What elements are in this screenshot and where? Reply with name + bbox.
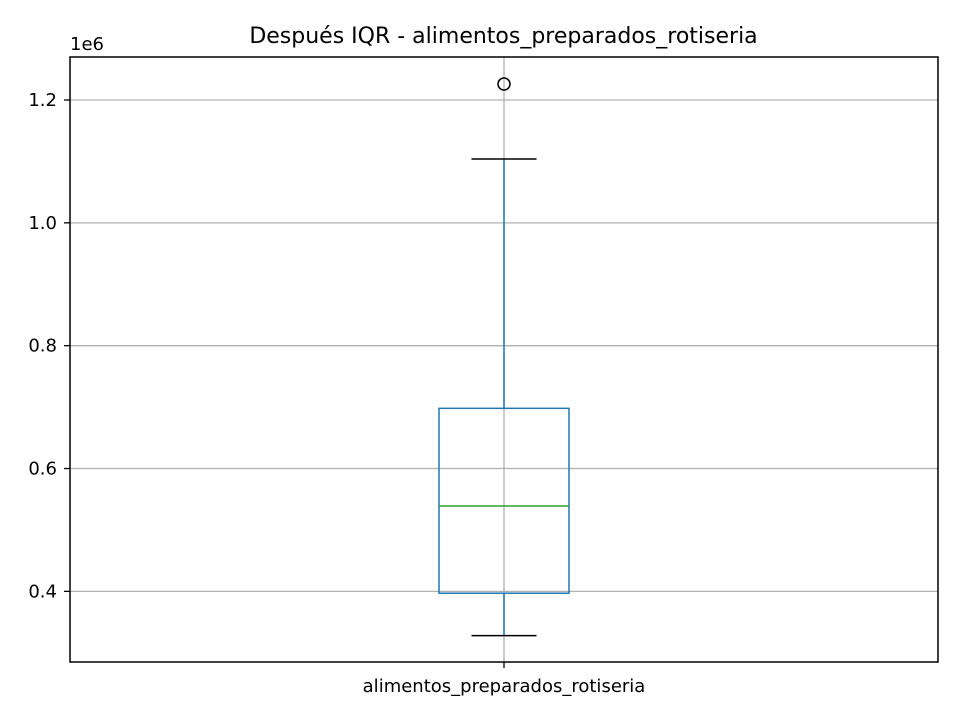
axes: 0.4 0.6 0.8 1.0 1.2 alimentos_preparados_roti… <box>28 90 645 697</box>
iqr-box <box>438 407 570 594</box>
y-tick-label: 0.8 <box>28 336 57 357</box>
y-tick-label: 0.4 <box>28 581 57 602</box>
plot-area <box>438 77 570 637</box>
y-tick-label: 0.6 <box>28 459 57 480</box>
x-tick-label: alimentos_preparados_rotiseria <box>363 676 646 697</box>
y-tick-label: 1.2 <box>28 90 57 111</box>
chart-title: Después IQR - alimentos_preparados_rotis… <box>249 24 757 49</box>
plot-frame <box>69 56 939 663</box>
y-axis-scale-label: 1e6 <box>70 34 104 55</box>
outlier-point <box>497 77 511 91</box>
y-tick-label: 1.0 <box>28 213 57 234</box>
